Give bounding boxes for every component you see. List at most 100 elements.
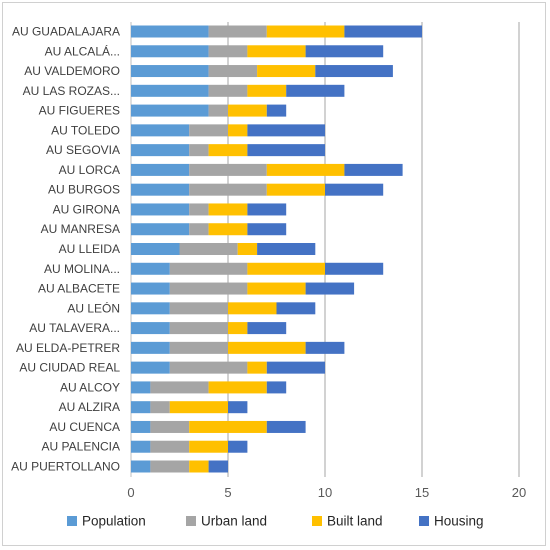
bar-segment-urban-land xyxy=(208,84,248,97)
bar-segment-population xyxy=(131,183,190,196)
category-label: AU LAS ROZAS... xyxy=(23,84,120,98)
bar-segment-population xyxy=(131,282,170,295)
bar-segment-housing xyxy=(266,361,325,374)
bar-segment-built-land xyxy=(208,144,248,157)
category-label: AU MANRESA xyxy=(41,222,120,236)
bar-segment-housing xyxy=(266,381,287,394)
bar-segment-housing xyxy=(247,322,287,335)
bar-segment-built-land xyxy=(228,322,248,335)
x-tick-label: 0 xyxy=(127,485,134,500)
bar-segment-urban-land xyxy=(150,460,190,473)
category-label: AU LEÓN xyxy=(67,300,120,315)
legend-label: Housing xyxy=(434,514,484,529)
bar-segment-housing xyxy=(266,420,306,433)
bar-segment-urban-land xyxy=(179,243,238,255)
category-label: AU ALZIRA xyxy=(59,400,120,414)
bar-segment-urban-land xyxy=(169,341,228,354)
bar-segment-built-land xyxy=(266,25,345,38)
bar-segment-built-land xyxy=(257,65,316,78)
bar-segment-housing xyxy=(247,124,325,137)
bar-segment-urban-land xyxy=(150,420,190,433)
bar-segment-built-land xyxy=(237,243,258,255)
bar-segment-population xyxy=(131,381,151,394)
bar-segment-population xyxy=(131,104,209,117)
category-label: AU MOLINA... xyxy=(44,262,120,276)
category-label: AU ALCOY xyxy=(60,380,120,394)
bar-segment-housing xyxy=(305,45,384,58)
bar-segment-urban-land xyxy=(150,381,209,394)
bar-segment-built-land xyxy=(247,45,306,58)
bar-segment-built-land xyxy=(189,440,228,453)
category-label: AU VALDEMORO xyxy=(24,64,120,78)
x-tick-label: 15 xyxy=(415,485,429,500)
bar-group xyxy=(131,25,422,473)
bar-segment-housing xyxy=(344,163,403,176)
bar-segment-population xyxy=(131,302,170,315)
bar-segment-housing xyxy=(228,401,248,414)
bar-segment-urban-land xyxy=(189,124,228,137)
bar-segment-built-land xyxy=(169,401,228,414)
bar-segment-built-land xyxy=(228,124,248,137)
bar-segment-housing xyxy=(305,282,355,295)
category-label: AU CUENCA xyxy=(49,420,120,434)
bar-segment-built-land xyxy=(208,203,248,216)
category-label: AU SEGOVIA xyxy=(46,143,120,157)
bar-segment-population xyxy=(131,203,190,216)
category-label: AU PUERTOLLANO xyxy=(11,460,120,474)
category-label: AU GIRONA xyxy=(53,202,120,216)
legend-swatch xyxy=(312,516,322,526)
bar-segment-urban-land xyxy=(169,282,248,295)
bar-segment-built-land xyxy=(266,163,345,176)
bar-segment-population xyxy=(131,440,151,453)
category-label: AU LORCA xyxy=(59,163,120,177)
bar-segment-housing xyxy=(344,25,422,38)
bar-segment-population xyxy=(131,223,190,236)
category-label: AU FIGUERES xyxy=(39,104,120,118)
bar-segment-population xyxy=(131,420,151,433)
bar-segment-population xyxy=(131,144,190,157)
bar-segment-built-land xyxy=(247,282,306,295)
x-tick-label: 20 xyxy=(512,485,526,500)
bar-segment-built-land xyxy=(189,420,267,433)
legend-label: Urban land xyxy=(201,514,267,529)
legend-swatch xyxy=(67,516,77,526)
bar-segment-housing xyxy=(247,144,325,157)
bar-segment-built-land xyxy=(189,460,209,473)
x-tick-label: 10 xyxy=(318,485,332,500)
bar-segment-population xyxy=(131,25,209,38)
bar-segment-population xyxy=(131,243,180,255)
category-label: AU GUADALAJARA xyxy=(12,25,120,39)
bar-segment-urban-land xyxy=(208,104,228,117)
category-label: AU ALCALÁ... xyxy=(45,43,120,58)
bar-segment-population xyxy=(131,460,151,473)
category-label: AU BURGOS xyxy=(48,183,120,197)
category-label: AU PALENCIA xyxy=(42,440,120,454)
bar-segment-population xyxy=(131,361,170,374)
bar-segment-population xyxy=(131,124,190,137)
bar-segment-population xyxy=(131,163,190,176)
bar-segment-housing xyxy=(208,460,228,473)
bar-segment-population xyxy=(131,341,170,354)
bar-segment-urban-land xyxy=(169,262,248,275)
bar-segment-population xyxy=(131,262,170,275)
bar-segment-urban-land xyxy=(169,361,248,374)
bar-segment-built-land xyxy=(228,341,306,354)
bar-segment-population xyxy=(131,401,151,414)
bar-segment-housing xyxy=(305,341,345,354)
bar-segment-built-land xyxy=(247,361,267,374)
bar-segment-built-land xyxy=(247,262,325,275)
bar-segment-urban-land xyxy=(208,65,258,78)
legend-swatch xyxy=(186,516,196,526)
legend-label: Built land xyxy=(327,514,383,529)
legend-label: Population xyxy=(82,514,146,529)
bar-segment-urban-land xyxy=(208,45,248,58)
x-tick-label: 5 xyxy=(224,485,231,500)
bar-segment-housing xyxy=(325,183,384,196)
bar-segment-urban-land xyxy=(189,203,209,216)
bar-segment-urban-land xyxy=(189,144,209,157)
bar-segment-urban-land xyxy=(208,25,267,38)
legend: Population Urban land Built land Housing xyxy=(67,514,484,529)
bar-segment-population xyxy=(131,84,209,97)
bar-segment-housing xyxy=(266,104,287,117)
